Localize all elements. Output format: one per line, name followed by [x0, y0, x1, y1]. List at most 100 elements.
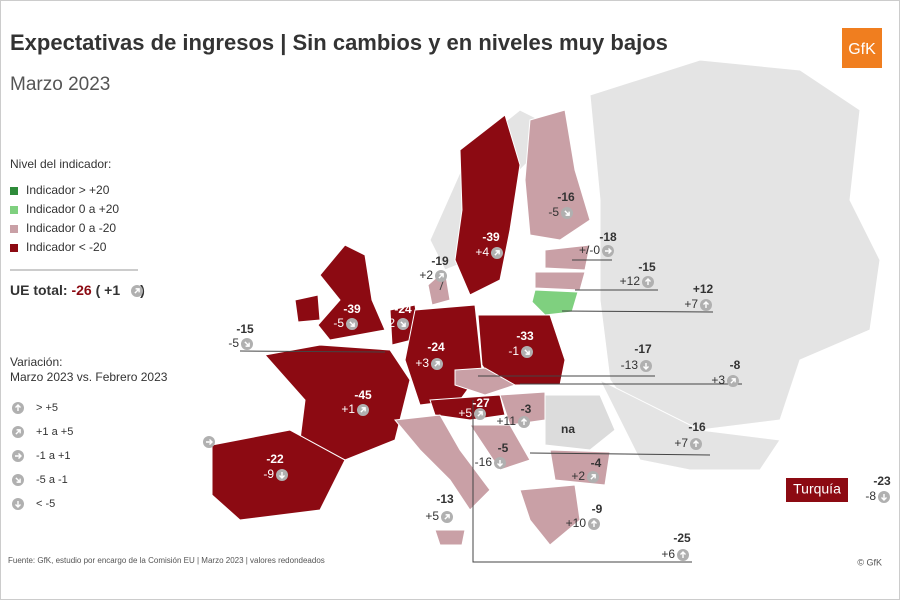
- country-change: +12: [620, 274, 641, 288]
- change-icon: [441, 511, 453, 523]
- variation-title: Variación:: [10, 355, 62, 369]
- logo-box: [842, 28, 882, 68]
- country-value: -25: [673, 531, 691, 545]
- country-change: +/-0: [180, 434, 201, 448]
- change-icon: [435, 270, 447, 282]
- variation-subtitle: Marzo 2023 vs. Febrero 2023: [10, 370, 168, 384]
- country: [264, 344, 411, 461]
- country-value: -22: [266, 452, 284, 466]
- country: [434, 529, 466, 546]
- country-change: -5: [228, 336, 239, 350]
- country: [531, 289, 579, 316]
- country-change: +5: [425, 509, 439, 523]
- country-change: +3: [415, 356, 429, 370]
- change-icon: [700, 299, 712, 311]
- icon-arrow: [15, 429, 21, 435]
- icon-arrow: [400, 321, 406, 327]
- icon-arrow: [591, 520, 597, 527]
- icon-arrow: [730, 378, 736, 384]
- country: [317, 244, 386, 341]
- change-icon: [561, 207, 573, 219]
- variation-label: -5 a -1: [36, 474, 68, 486]
- country-value: -45: [354, 388, 372, 402]
- source: Fuente: GfK, estudio por encargo de la C…: [8, 556, 325, 565]
- icon-arrow: [524, 349, 530, 355]
- icon-arrow: [279, 472, 285, 479]
- change-icon: [12, 498, 24, 510]
- legend-label: Indicador > +20: [26, 183, 110, 197]
- country-value: +12: [693, 282, 714, 296]
- country: [469, 424, 531, 471]
- icon-arrow: [360, 407, 366, 413]
- logo: GfK: [848, 41, 876, 58]
- change-icon: [131, 285, 143, 297]
- country-value: -9: [592, 502, 603, 516]
- country-change: -16: [475, 455, 493, 469]
- icon-arrow: [477, 411, 483, 417]
- icon-arrow: [15, 404, 21, 411]
- legend-swatch: [10, 206, 18, 214]
- icon-arrow: [444, 514, 450, 520]
- country-value: -39: [343, 302, 361, 316]
- country-change: +7: [684, 297, 698, 311]
- eu-total: UE total: -26 ( +1): [10, 282, 145, 298]
- change-icon: [494, 457, 506, 469]
- country: [454, 114, 521, 296]
- country: [519, 484, 581, 546]
- country-value: -24: [427, 340, 445, 354]
- change-icon: [602, 245, 614, 257]
- change-icon: [690, 438, 702, 450]
- country-change: +10: [566, 516, 587, 530]
- change-icon: [276, 469, 288, 481]
- eu-paren: (: [96, 282, 101, 298]
- change-icon: [878, 491, 890, 503]
- change-icon: [474, 408, 486, 420]
- change-icon: [12, 402, 24, 414]
- eu-change: +1: [104, 282, 120, 298]
- country-value: -33: [516, 329, 534, 343]
- country: [544, 244, 591, 271]
- country-value: -39: [482, 230, 500, 244]
- country-change: +11: [497, 414, 517, 428]
- change-icon: [12, 450, 24, 462]
- change-icon: [12, 426, 24, 438]
- country-change: +1: [341, 402, 355, 416]
- country-value: -16: [557, 190, 575, 204]
- leader-lines: [239, 259, 742, 563]
- icon-arrow: [349, 321, 355, 327]
- change-icon: [521, 346, 533, 358]
- country-value: -8: [730, 358, 741, 372]
- change-icon: [203, 436, 215, 448]
- country-change: +2: [571, 469, 585, 483]
- icon-arrow: [244, 341, 250, 347]
- country-change: -5: [333, 316, 344, 330]
- country-change: -2: [384, 316, 395, 330]
- change-icon: [346, 318, 358, 330]
- country-change: +6: [661, 547, 675, 561]
- change-icon: [642, 276, 654, 288]
- legend-label: Indicador < -20: [26, 240, 107, 254]
- icon-arrow: [564, 210, 570, 216]
- country-value: -24: [394, 302, 412, 316]
- country-change: +/-0: [579, 243, 600, 257]
- change-icon: [431, 358, 443, 370]
- country-change: +3: [711, 373, 725, 387]
- country-value: -16: [688, 420, 706, 434]
- subtitle: Marzo 2023: [10, 74, 110, 95]
- country-value: -3: [521, 402, 532, 416]
- legend-label: Indicador 0 a -20: [26, 221, 116, 235]
- country-value: -15: [236, 322, 254, 336]
- turkey-value: -23: [873, 474, 891, 488]
- change-icon: [640, 360, 652, 372]
- country-change: +4: [475, 245, 489, 259]
- country-value: -19: [431, 254, 449, 268]
- change-icon: [12, 474, 24, 486]
- legend-swatch: [10, 225, 18, 233]
- change-icon: [357, 404, 369, 416]
- country-value: -15: [638, 260, 656, 274]
- leader-line: [561, 310, 714, 313]
- icon-arrow: [15, 453, 22, 459]
- country: [544, 394, 616, 451]
- map: [211, 59, 881, 546]
